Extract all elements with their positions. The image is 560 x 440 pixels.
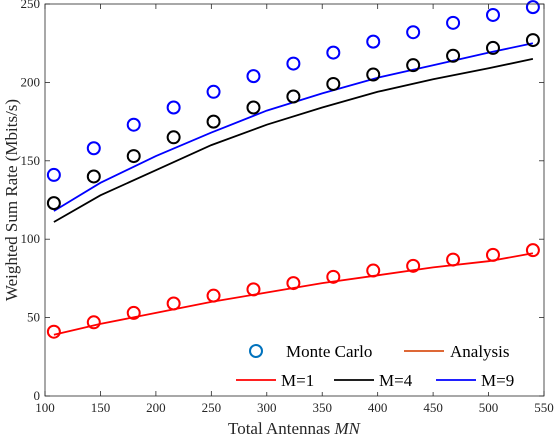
y-tick-label: 100: [21, 231, 41, 246]
legend-monte-carlo-label: Monte Carlo: [286, 342, 372, 361]
x-tick-label: 400: [368, 400, 388, 415]
marker-m9: [126, 117, 141, 132]
marker-m4: [246, 100, 261, 115]
x-tick-label: 350: [312, 400, 332, 415]
marker-m4: [46, 196, 61, 211]
x-axis-ticks: 100 150 200 250 300 350 400 450 500 550: [35, 4, 554, 415]
y-tick-label: 0: [34, 388, 41, 403]
marker-m1: [86, 315, 101, 330]
marker-m1: [46, 324, 61, 339]
x-tick-label: 100: [35, 400, 55, 415]
x-tick-label: 300: [257, 400, 277, 415]
marker-m1: [206, 288, 221, 303]
legend: Monte Carlo Analysis M=1 M=4 M=9: [228, 334, 541, 392]
y-tick-label: 50: [27, 310, 40, 325]
marker-m9: [86, 141, 101, 156]
x-tick-label: 450: [423, 400, 443, 415]
x-tick-label: 250: [202, 400, 222, 415]
y-tick-label: 150: [21, 153, 41, 168]
marker-m9: [485, 7, 500, 22]
legend-box: [228, 334, 541, 392]
line-m4: [53, 58, 534, 223]
marker-m9: [46, 167, 61, 182]
marker-m9: [446, 15, 461, 30]
x-axis-label: Total Antennas MN: [228, 419, 362, 438]
marker-m1: [166, 296, 181, 311]
marker-m1: [286, 276, 301, 291]
marker-m4: [86, 169, 101, 184]
marker-m1: [446, 252, 461, 267]
y-axis-ticks: 0 50 100 150 200 250: [21, 0, 544, 403]
series-markers: [46, 0, 540, 339]
marker-m4: [126, 149, 141, 164]
marker-m9: [166, 100, 181, 115]
line-m1: [53, 252, 534, 336]
marker-m9: [246, 69, 261, 84]
y-axis-label: Weighted Sum Rate (Mbits/s): [2, 99, 21, 301]
marker-m1: [406, 258, 421, 273]
x-tick-label: 500: [479, 400, 499, 415]
marker-m1: [246, 282, 261, 297]
legend-monte-carlo-marker: [249, 344, 263, 358]
marker-m1: [525, 243, 540, 258]
x-tick-label: 200: [146, 400, 166, 415]
marker-m9: [366, 34, 381, 49]
marker-m4: [525, 33, 540, 48]
marker-m4: [206, 114, 221, 129]
marker-m4: [446, 48, 461, 63]
plot-frame: [44, 3, 545, 397]
marker-m1: [126, 305, 141, 320]
legend-analysis-label: Analysis: [450, 342, 510, 361]
marker-m4: [406, 58, 421, 73]
marker-m1: [326, 269, 341, 284]
marker-m4: [286, 89, 301, 104]
marker-m9: [286, 56, 301, 71]
marker-m4: [485, 40, 500, 55]
legend-m4-label: M=4: [379, 371, 413, 390]
marker-m9: [206, 84, 221, 99]
y-tick-label: 250: [21, 0, 41, 11]
marker-m1: [366, 263, 381, 278]
marker-m4: [366, 67, 381, 82]
y-tick-label: 200: [21, 74, 41, 89]
legend-m9-label: M=9: [481, 371, 514, 390]
marker-m9: [525, 0, 540, 15]
marker-m4: [326, 76, 341, 91]
legend-m1-label: M=1: [281, 371, 314, 390]
marker-m9: [326, 45, 341, 60]
marker-m9: [406, 25, 421, 40]
marker-m1: [485, 247, 500, 262]
x-tick-label: 550: [534, 400, 554, 415]
marker-m4: [166, 130, 181, 145]
x-tick-label: 150: [91, 400, 111, 415]
